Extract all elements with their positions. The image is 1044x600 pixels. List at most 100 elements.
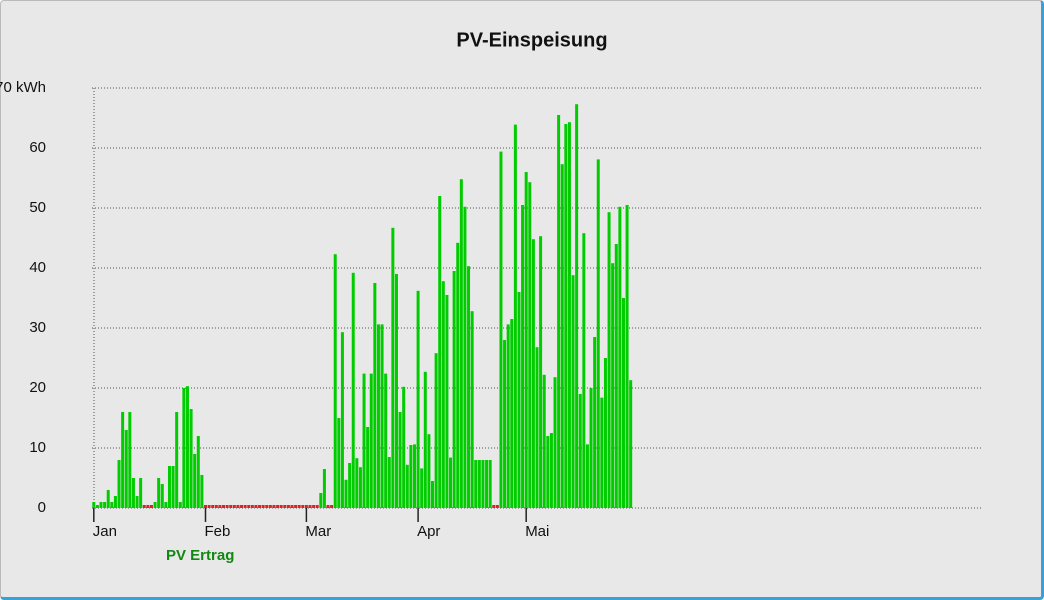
bar — [297, 505, 301, 508]
bar — [467, 266, 471, 508]
bar — [200, 475, 204, 508]
x-tick-label: Mar — [305, 523, 331, 540]
bar — [135, 496, 139, 508]
bar — [593, 337, 597, 508]
bar — [171, 466, 175, 508]
bar — [596, 159, 600, 508]
bar — [611, 263, 615, 508]
bar — [175, 412, 179, 508]
chart-title: PV-Einspeisung — [456, 29, 607, 51]
bar — [495, 505, 499, 508]
bar — [351, 272, 355, 508]
bar — [384, 373, 388, 508]
bar — [265, 505, 269, 508]
bar — [398, 412, 402, 508]
x-tick-label: Feb — [205, 523, 231, 540]
bar — [553, 377, 557, 508]
bar — [326, 505, 330, 508]
bar — [405, 464, 409, 508]
bar — [312, 505, 316, 508]
bar — [373, 283, 377, 508]
bar — [571, 275, 575, 508]
bar — [521, 205, 525, 508]
bar — [193, 454, 197, 508]
y-tick-label: 40 — [29, 259, 46, 276]
bar — [131, 478, 135, 508]
bar — [528, 182, 532, 508]
bar — [607, 212, 611, 508]
bar — [301, 505, 305, 508]
bar — [517, 292, 521, 508]
bar — [585, 444, 589, 508]
bar — [319, 493, 323, 508]
bar — [196, 436, 200, 508]
bar — [160, 484, 164, 508]
bar — [452, 271, 456, 508]
bar — [222, 505, 226, 508]
bar — [380, 324, 384, 508]
bar — [204, 505, 208, 508]
bar — [99, 502, 103, 508]
bar — [240, 505, 244, 508]
x-tick-label: Apr — [417, 523, 440, 540]
y-tick-label: 60 — [29, 139, 46, 156]
y-tick-label: 30 — [29, 319, 46, 336]
bar — [376, 324, 380, 508]
bar — [557, 115, 561, 508]
bar — [294, 505, 298, 508]
bar — [542, 374, 546, 508]
bar — [268, 505, 272, 508]
bar — [106, 490, 110, 508]
bar — [477, 460, 481, 508]
bar — [178, 502, 182, 508]
x-tick-label: Jan — [93, 523, 117, 540]
bar — [438, 196, 442, 508]
bar — [207, 505, 211, 508]
bar — [128, 412, 132, 508]
bar — [506, 324, 510, 508]
x-tick-label: Mai — [525, 523, 549, 540]
bar — [276, 505, 280, 508]
bar — [459, 179, 463, 508]
bar — [560, 164, 564, 508]
bar — [603, 358, 607, 508]
bar — [614, 244, 618, 508]
bar — [272, 505, 276, 508]
bar — [567, 122, 571, 508]
bar — [355, 458, 359, 508]
bar — [499, 151, 503, 508]
bar — [124, 430, 128, 508]
bar — [564, 124, 568, 508]
bar — [513, 124, 517, 508]
bar — [247, 505, 251, 508]
bar — [95, 505, 99, 508]
bar — [539, 236, 543, 508]
y-tick-label: 0 — [38, 499, 46, 516]
bar — [503, 340, 507, 508]
bar — [258, 505, 262, 508]
bar — [625, 205, 629, 508]
bar — [164, 502, 168, 508]
bar — [110, 502, 114, 508]
bar — [510, 319, 514, 508]
bar — [485, 460, 489, 508]
bar — [340, 332, 344, 508]
y-tick-label: 50 — [29, 199, 46, 216]
bar — [524, 172, 528, 508]
bar — [139, 478, 143, 508]
bar — [618, 206, 622, 509]
bar — [103, 502, 107, 508]
bar — [304, 505, 308, 508]
bar — [189, 409, 193, 508]
bar — [113, 496, 117, 508]
bar — [322, 469, 326, 508]
bar — [416, 290, 420, 508]
bar — [142, 505, 146, 508]
bar — [578, 394, 582, 508]
bar — [535, 347, 539, 508]
bar — [146, 505, 150, 508]
bar — [402, 386, 406, 508]
bar — [362, 373, 366, 508]
bar — [283, 505, 287, 508]
